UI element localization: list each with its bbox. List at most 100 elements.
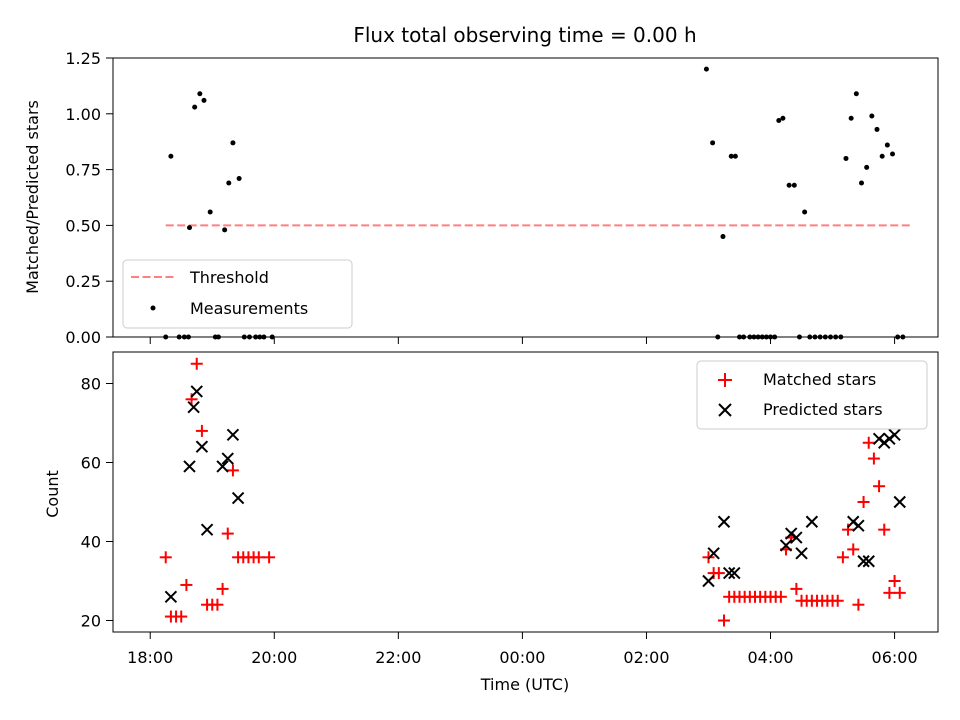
matched-star-point xyxy=(211,598,224,611)
matched-star-point xyxy=(190,357,203,370)
top-plot-ylabel: Matched/Predicted stars xyxy=(23,100,42,294)
measurement-point xyxy=(192,104,198,110)
bottom-plot-legend: Matched stars Predicted stars xyxy=(696,360,928,430)
predicted-star-point xyxy=(893,495,906,509)
predicted-star-point xyxy=(790,531,803,544)
predicted-star-point xyxy=(702,574,715,588)
top-ytick-label: 0.50 xyxy=(65,216,101,235)
bottom-xtick-label: 18:00 xyxy=(127,648,173,667)
measurement-point xyxy=(201,97,207,103)
predicted-star-point xyxy=(888,428,901,442)
matched-star-point xyxy=(226,464,239,477)
top-ytick-label: 0.25 xyxy=(65,272,101,291)
measurement-point xyxy=(780,115,786,121)
measurement-point xyxy=(858,180,864,186)
measurement-point xyxy=(843,155,849,161)
matched-star-point xyxy=(831,594,844,607)
top-ytick-label: 1.25 xyxy=(65,49,101,68)
predicted-star-point xyxy=(221,452,234,465)
matched-star-point xyxy=(893,586,906,599)
bottom-ytick-label: 40 xyxy=(81,533,101,552)
matched-star-point xyxy=(867,452,880,465)
predicted-star-point xyxy=(190,385,203,398)
matched-star-point xyxy=(857,496,870,508)
matched-star-point xyxy=(180,578,193,591)
measurement-point xyxy=(802,209,808,215)
matched-star-point xyxy=(862,436,875,449)
measurement-point xyxy=(226,180,232,186)
predicted-star-point xyxy=(183,460,196,473)
matched-star-point xyxy=(774,590,787,603)
matched-star-point xyxy=(888,575,901,587)
measurement-point xyxy=(720,234,726,240)
bottom-ytick-label: 60 xyxy=(81,454,101,473)
matched-star-point xyxy=(717,614,730,627)
measurement-point xyxy=(728,153,734,159)
bottom-legend-box xyxy=(696,360,928,430)
legend-matched-label: Matched stars xyxy=(763,370,876,389)
measurement-point xyxy=(864,164,870,170)
predicted-star-point xyxy=(722,566,736,580)
measurement-point xyxy=(230,140,236,146)
predicted-star-point xyxy=(707,547,720,560)
predicted-star-point xyxy=(231,491,245,505)
matched-star-point xyxy=(252,551,265,564)
bottom-plot-y-ticks: 20 40 60 80 xyxy=(81,375,113,631)
measurement-point xyxy=(848,115,854,121)
measurement-point xyxy=(732,153,738,159)
measurement-point xyxy=(222,227,228,233)
predicted-star-point xyxy=(200,523,214,536)
bottom-ytick-label: 20 xyxy=(81,612,101,631)
predicted-star-point xyxy=(226,428,240,442)
legend-threshold-label: Threshold xyxy=(189,268,269,287)
predicted-star-point xyxy=(164,590,178,604)
matched-star-point xyxy=(712,567,725,580)
measurement-point xyxy=(776,117,782,123)
bottom-plot: Count Time (UTC) 20 40 60 80 18:00 20:00 22:0… xyxy=(43,351,939,694)
top-ytick-label: 0.75 xyxy=(65,161,101,180)
matched-star-point xyxy=(836,551,849,564)
measurement-point xyxy=(207,209,213,215)
predicted-star-point xyxy=(857,555,870,568)
top-plot: Flux total observing time = 0.00 h Match… xyxy=(23,23,939,347)
top-plot-legend: Threshold Measurements xyxy=(122,259,353,329)
measurement-point xyxy=(879,153,885,159)
measurement-point xyxy=(874,126,880,132)
predicted-star-point xyxy=(728,566,741,580)
measurements-legend-swatch xyxy=(150,305,156,311)
legend-measurements-label: Measurements xyxy=(190,299,308,318)
predicted-legend-swatch xyxy=(718,403,732,417)
bottom-xtick-label: 02:00 xyxy=(623,648,669,667)
top-plot-y-ticks: 0.00 0.25 0.50 0.75 1.00 1.25 xyxy=(65,49,113,347)
top-ytick-label: 0.00 xyxy=(65,328,101,347)
predicted-star-point xyxy=(717,515,731,528)
predicted-stars-points xyxy=(164,385,906,604)
predicted-star-point xyxy=(195,440,209,453)
measurement-point xyxy=(187,225,193,231)
bottom-xtick-label: 06:00 xyxy=(872,648,918,667)
matched-star-point xyxy=(195,424,208,437)
bottom-plot-xlabel: Time (UTC) xyxy=(480,675,569,694)
matched-star-point xyxy=(883,586,896,599)
predicted-star-point xyxy=(805,515,819,528)
measurement-point xyxy=(168,153,174,159)
matched-star-point xyxy=(216,582,229,595)
measurement-point xyxy=(853,91,859,97)
measurement-point xyxy=(236,176,242,182)
matched-star-point xyxy=(159,551,172,564)
predicted-star-point xyxy=(795,547,808,560)
predicted-star-point xyxy=(862,555,875,568)
bottom-xtick-label: 04:00 xyxy=(747,648,793,667)
top-plot-title: Flux total observing time = 0.00 h xyxy=(353,23,696,47)
matched-star-point xyxy=(221,527,234,540)
matched-legend-swatch xyxy=(718,373,732,387)
predicted-star-point xyxy=(852,519,865,532)
top-legend-box xyxy=(122,259,353,329)
matched-star-point xyxy=(852,598,865,611)
matched-star-point xyxy=(263,551,276,564)
matched-star-point xyxy=(847,543,860,556)
bottom-ytick-label: 80 xyxy=(81,375,101,394)
measurement-point xyxy=(791,182,797,188)
